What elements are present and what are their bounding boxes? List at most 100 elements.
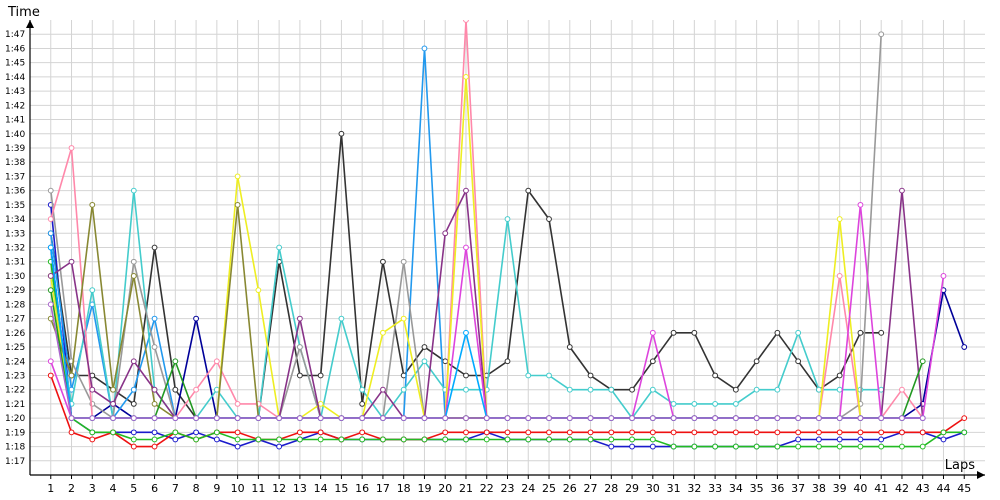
data-point: [525, 436, 532, 443]
data-point: [234, 173, 241, 180]
data-point: [546, 415, 552, 422]
data-point: [130, 258, 137, 265]
x-tick-label: 16: [355, 482, 369, 495]
y-tick-label: 1:44: [5, 73, 25, 83]
data-point: [151, 429, 158, 436]
y-axis-title: Time: [7, 5, 40, 20]
data-point: [504, 358, 511, 365]
y-tick-label: 1:25: [5, 343, 25, 353]
x-tick-label: 43: [916, 482, 930, 495]
data-point: [691, 429, 698, 436]
data-point: [836, 273, 843, 279]
data-point: [47, 244, 54, 251]
data-point: [110, 401, 116, 407]
y-tick-label: 1:20: [5, 414, 25, 424]
data-point: [795, 329, 802, 336]
data-point: [89, 415, 96, 422]
data-point: [712, 429, 719, 436]
y-tick-label: 1:37: [5, 172, 25, 182]
data-point: [670, 429, 677, 436]
data-point: [47, 230, 54, 237]
data-point: [649, 415, 656, 422]
x-tick-label: 13: [293, 482, 307, 495]
data-point: [89, 429, 96, 436]
data-point: [566, 429, 573, 436]
x-tick-label: 19: [417, 482, 431, 495]
data-point: [629, 429, 635, 436]
data-point: [857, 329, 864, 336]
data-point: [172, 429, 179, 436]
data-point: [151, 436, 158, 443]
y-tick-label: 1:36: [5, 187, 25, 197]
data-point: [774, 443, 781, 450]
data-point: [587, 386, 594, 393]
data-point: [670, 415, 677, 422]
data-point: [732, 401, 739, 407]
data-point: [753, 443, 760, 450]
data-point: [296, 415, 303, 422]
data-point: [649, 386, 656, 393]
data-point: [525, 415, 532, 422]
data-point: [234, 436, 241, 443]
y-tick-label: 1:27: [5, 315, 25, 325]
data-point: [795, 436, 802, 443]
data-point: [712, 372, 719, 379]
data-point: [317, 372, 324, 379]
data-point: [546, 436, 552, 443]
y-tick-label: 1:24: [5, 357, 25, 367]
data-point: [296, 429, 303, 436]
data-point: [463, 415, 469, 422]
data-point: [670, 443, 677, 450]
data-point: [442, 415, 449, 422]
data-point: [276, 244, 283, 251]
x-tick-label: 33: [708, 482, 722, 495]
data-point: [151, 443, 158, 450]
data-point: [296, 372, 303, 379]
data-point: [940, 429, 947, 436]
y-tick-label: 1:47: [5, 30, 25, 40]
y-axis-arrow: [26, 20, 34, 28]
data-point: [566, 344, 573, 350]
x-tick-label: 25: [542, 482, 556, 495]
x-tick-label: 21: [459, 482, 473, 495]
data-point: [899, 187, 905, 194]
data-point: [629, 443, 635, 450]
data-point: [940, 436, 947, 443]
data-point: [172, 386, 179, 393]
x-tick-label: 38: [812, 482, 826, 495]
data-point: [276, 415, 283, 422]
data-point: [234, 201, 241, 208]
x-tick-label: 28: [604, 482, 618, 495]
data-point: [421, 344, 428, 350]
data-point: [380, 415, 386, 422]
data-point: [130, 415, 137, 422]
data-point: [193, 436, 199, 443]
data-point: [504, 429, 511, 436]
data-point: [504, 436, 511, 443]
y-tick-label: 1:31: [5, 258, 25, 268]
data-point: [629, 386, 635, 393]
x-tick-label: 23: [501, 482, 515, 495]
data-point: [47, 273, 54, 279]
data-point: [919, 443, 926, 450]
data-point: [649, 436, 656, 443]
data-point: [587, 372, 594, 379]
y-tick-label: 1:39: [5, 144, 25, 154]
data-point: [276, 443, 283, 450]
data-point: [774, 415, 781, 422]
data-point: [899, 386, 905, 393]
data-point: [255, 287, 262, 294]
data-point: [504, 216, 511, 222]
x-tick-label: 44: [936, 482, 950, 495]
data-point: [836, 216, 843, 222]
data-point: [753, 386, 760, 393]
data-point: [151, 344, 158, 350]
x-tick-label: 36: [770, 482, 784, 495]
x-tick-label: 7: [172, 482, 179, 495]
data-point: [234, 443, 241, 450]
data-point: [317, 429, 324, 436]
data-point: [130, 358, 137, 365]
data-point: [483, 436, 490, 443]
data-point: [193, 429, 199, 436]
x-tick-label: 39: [833, 482, 847, 495]
